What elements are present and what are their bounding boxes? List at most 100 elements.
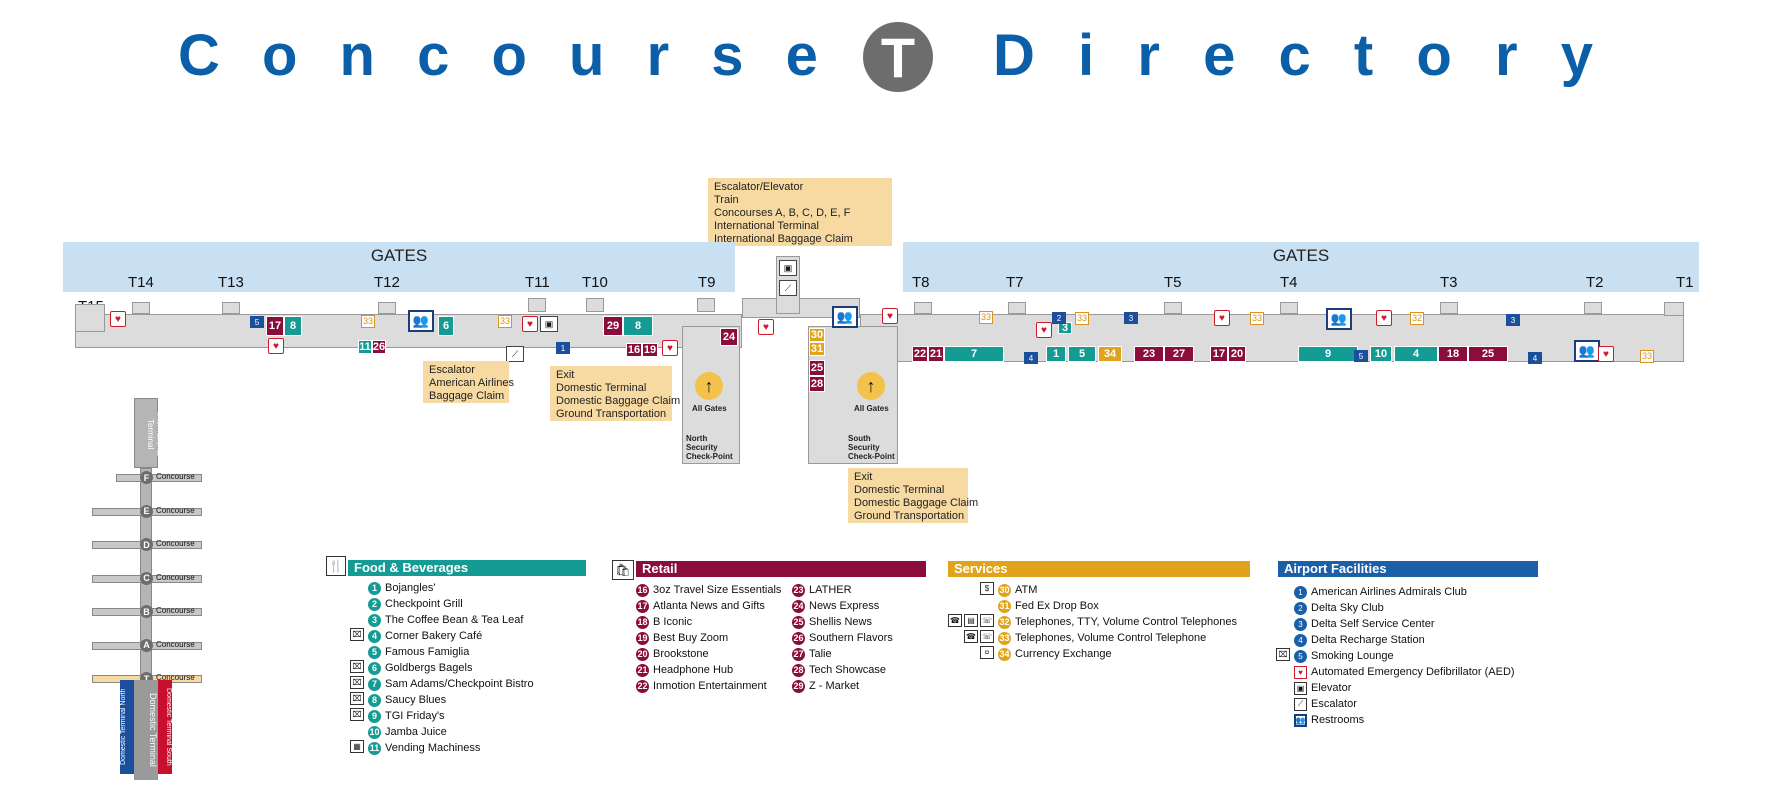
mini-concourse-label: Concourse bbox=[156, 539, 195, 548]
title-letter: s bbox=[711, 23, 744, 88]
star-icon: 3 bbox=[1506, 314, 1520, 326]
legend-item: 👥 Restrooms bbox=[1294, 712, 1364, 728]
map-unit: 20 bbox=[1228, 346, 1246, 362]
map-unit: 25 bbox=[1468, 346, 1508, 362]
legend-badge: 5 bbox=[368, 645, 381, 659]
legend-item: 29 Z - Market bbox=[792, 678, 859, 694]
legend-label: Telephones, TTY, Volume Control Telephon… bbox=[1015, 616, 1237, 628]
legend-label: Currency Exchange bbox=[1015, 648, 1112, 660]
mini-concourse-label: Concourse bbox=[156, 572, 195, 582]
phone-tag: 33 bbox=[361, 315, 376, 328]
smoking-icon: ⌧ bbox=[350, 692, 364, 705]
map-unit: 26 bbox=[372, 340, 386, 354]
info-line: Domestic Terminal bbox=[556, 382, 647, 394]
phone-icon: ☎ bbox=[964, 630, 978, 643]
info-box-escalator: Escalator American Airlines Baggage Claim bbox=[423, 361, 514, 403]
legend-label: News Express bbox=[809, 600, 880, 612]
legend-item: 23 LATHER bbox=[792, 582, 852, 598]
gate-number-t5: T5 bbox=[1164, 274, 1182, 291]
map-unit: 10 bbox=[1370, 346, 1392, 362]
domestic-terminal-center-label: Domestic Terminal bbox=[148, 693, 158, 767]
map-unit: 8 bbox=[284, 316, 302, 336]
legend-item: 31 Fed Ex Drop Box bbox=[998, 598, 1099, 614]
legend-badge: 29 bbox=[792, 679, 805, 693]
legend-item: 1 American Airlines Admirals Club bbox=[1294, 584, 1467, 600]
gate-box-t2 bbox=[1584, 302, 1602, 314]
aed-icon: ♥ bbox=[110, 311, 126, 327]
elevator-icon: ▣ bbox=[1294, 681, 1307, 695]
map-unit: 17 bbox=[266, 316, 284, 336]
map-unit: 5 bbox=[1068, 346, 1096, 362]
star-icon: 4 bbox=[1024, 352, 1038, 364]
elevator-icon: ▣ bbox=[779, 260, 797, 276]
legend-item: 22 Inmotion Entertainment bbox=[636, 678, 767, 694]
info-line: Domestic Terminal bbox=[854, 484, 945, 496]
gate-box-t8 bbox=[914, 302, 932, 314]
smoking-icon: ⌧ bbox=[350, 708, 364, 721]
title-letter: o bbox=[491, 23, 527, 88]
legend-label: Brookstone bbox=[653, 648, 709, 660]
mini-concourse-badge: D bbox=[140, 538, 153, 551]
legend-label: Vending Machiness bbox=[385, 742, 481, 754]
volume-phone-icon: ☏ bbox=[980, 614, 994, 627]
gate-box-t3 bbox=[1440, 302, 1458, 314]
legend-facilities-header: Airport Facilities bbox=[1278, 561, 1538, 577]
title-letter: e bbox=[1203, 23, 1236, 88]
legend-item: 21 Headphone Hub bbox=[636, 662, 733, 678]
legend-item: 10 Jamba Juice bbox=[368, 724, 447, 740]
legend-badge: 10 bbox=[368, 725, 381, 739]
smoking-icon: ⌧ bbox=[350, 660, 364, 673]
legend-label: Bojangles' bbox=[385, 582, 436, 594]
map-unit: 31 bbox=[809, 342, 825, 356]
map-unit: 1 bbox=[1046, 346, 1066, 362]
legend-badge: 34 bbox=[998, 647, 1011, 661]
star-icon: 5 bbox=[250, 316, 264, 328]
international-terminal-spine bbox=[134, 398, 158, 468]
legend-retail-header: Retail bbox=[636, 561, 926, 577]
legend-item: 19 Best Buy Zoom bbox=[636, 630, 728, 646]
legend-label: Elevator bbox=[1311, 682, 1352, 694]
legend-badge: 21 bbox=[636, 663, 649, 677]
gate-number-t3: T3 bbox=[1440, 274, 1458, 291]
title-letter: r bbox=[646, 23, 670, 88]
legend-badge: 33 bbox=[998, 631, 1011, 645]
info-line: Exit bbox=[556, 369, 575, 381]
map-unit: 17 bbox=[1210, 346, 1228, 362]
domestic-terminal-south bbox=[158, 680, 172, 774]
gate-box-t11 bbox=[528, 298, 546, 312]
gate-t1-stub bbox=[1664, 302, 1684, 316]
legend-label: Best Buy Zoom bbox=[653, 632, 729, 644]
volume-phone-icon: ☏ bbox=[980, 630, 994, 643]
gate-number-t2: T2 bbox=[1586, 274, 1604, 291]
title-letter: r bbox=[1137, 23, 1160, 88]
legend-item: 7 Sam Adams/Checkpoint Bistro bbox=[368, 676, 534, 692]
gate-box-t9 bbox=[697, 298, 715, 312]
gate-number-t7: T7 bbox=[1006, 274, 1024, 291]
legend-item: 26 Southern Flavors bbox=[792, 630, 893, 646]
restroom-icon: 👥 bbox=[408, 310, 434, 332]
aed-icon: ♥ bbox=[522, 316, 538, 332]
security-label-line: Check-Point bbox=[686, 452, 733, 461]
legend-badge: 1 bbox=[368, 581, 381, 595]
star-icon: 5 bbox=[1354, 350, 1368, 362]
legend-badge: 27 bbox=[792, 647, 805, 661]
shopping-bag-icon: 🛍 bbox=[612, 560, 634, 580]
mini-concourse-badge: C bbox=[140, 571, 153, 585]
legend-label: Sam Adams/Checkpoint Bistro bbox=[385, 678, 534, 690]
map-unit: 8 bbox=[623, 316, 653, 336]
star-icon: 2 bbox=[1294, 601, 1307, 615]
gate-t15-stub bbox=[75, 304, 105, 332]
gates-band-right: GATES bbox=[903, 242, 1699, 292]
legend-item: 32 Telephones, TTY, Volume Control Teleph… bbox=[998, 614, 1237, 630]
map-unit: 28 bbox=[809, 376, 825, 392]
info-line: International Terminal bbox=[714, 220, 819, 232]
map-unit: 29 bbox=[603, 316, 623, 336]
legend-badge: 7 bbox=[368, 677, 381, 691]
fork-knife-icon: 🍴 bbox=[326, 556, 346, 576]
north-security-label: North Security Check-Point bbox=[686, 434, 733, 461]
legend-badge: 17 bbox=[636, 599, 649, 613]
gates-band-left: GATES bbox=[63, 242, 735, 292]
phone-tag: 33 bbox=[1075, 312, 1090, 325]
gate-box-t5 bbox=[1164, 302, 1182, 314]
phone-tag: 33 bbox=[1640, 350, 1655, 363]
